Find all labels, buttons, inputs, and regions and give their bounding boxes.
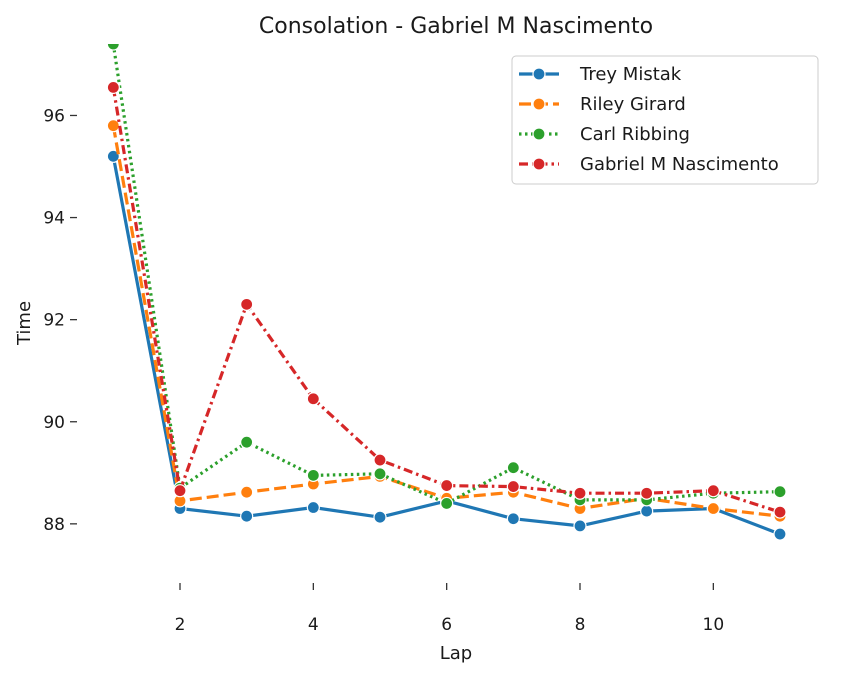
data-point <box>240 297 254 311</box>
y-axis-label: Time <box>14 301 35 346</box>
data-point <box>240 509 254 523</box>
data-point <box>706 501 720 516</box>
y-tick-label: 88 <box>43 515 65 535</box>
legend: Trey Mistak Riley Girard Carl Ribbing Gabri… <box>511 55 819 185</box>
y-tick-label: 90 <box>43 413 65 433</box>
x-tick-label: 4 <box>308 615 319 635</box>
data-point <box>573 486 587 500</box>
data-point <box>106 149 120 163</box>
data-point <box>306 468 320 482</box>
data-point <box>573 519 587 533</box>
data-point <box>306 392 320 406</box>
data-point <box>640 504 654 518</box>
legend-item: Riley Girard <box>519 94 686 115</box>
x-axis: 2 4 6 8 10 <box>175 583 725 635</box>
y-tick-label: 94 <box>43 209 65 229</box>
legend-marker <box>532 97 546 111</box>
data-point <box>106 44 120 51</box>
x-axis-label: Lap <box>440 643 472 664</box>
y-tick-label: 96 <box>43 106 65 126</box>
data-point <box>106 119 120 133</box>
legend-label: Riley Girard <box>580 94 686 115</box>
series-3 <box>106 80 787 519</box>
legend-box <box>511 55 819 185</box>
data-point <box>373 467 387 481</box>
legend-label: Carl Ribbing <box>580 124 690 145</box>
legend-label: Trey Mistak <box>579 64 682 85</box>
legend-item: Trey Mistak <box>519 64 682 85</box>
data-point <box>506 461 520 475</box>
legend-item: Gabriel M Nascimento <box>519 154 779 175</box>
data-point <box>240 485 254 499</box>
data-point <box>373 510 387 524</box>
data-point <box>106 80 120 94</box>
x-tick-label: 2 <box>175 615 186 635</box>
data-point <box>706 484 720 498</box>
x-tick-label: 10 <box>703 615 725 635</box>
series-layer <box>106 44 787 541</box>
data-point <box>773 505 787 519</box>
legend-marker <box>532 157 546 171</box>
legend-label: Gabriel M Nascimento <box>580 154 779 175</box>
data-point <box>773 527 787 541</box>
y-tick-label: 92 <box>43 311 65 331</box>
series-line <box>111 156 781 536</box>
x-tick-label: 6 <box>441 615 452 635</box>
data-point <box>173 484 187 498</box>
data-point <box>640 486 654 500</box>
chart-title: Consolation - Gabriel M Nascimento <box>259 14 653 39</box>
data-point <box>306 500 320 515</box>
data-point <box>373 453 387 467</box>
data-point <box>440 478 454 493</box>
data-point <box>506 479 520 494</box>
y-axis: 88 90 92 94 96 <box>43 106 77 535</box>
x-tick-label: 8 <box>575 615 586 635</box>
data-point <box>506 512 520 526</box>
data-point <box>440 496 454 511</box>
legend-marker <box>532 127 546 141</box>
legend-item: Carl Ribbing <box>519 124 690 145</box>
legend-marker <box>532 67 546 81</box>
data-point <box>240 435 254 449</box>
data-point <box>773 485 787 499</box>
